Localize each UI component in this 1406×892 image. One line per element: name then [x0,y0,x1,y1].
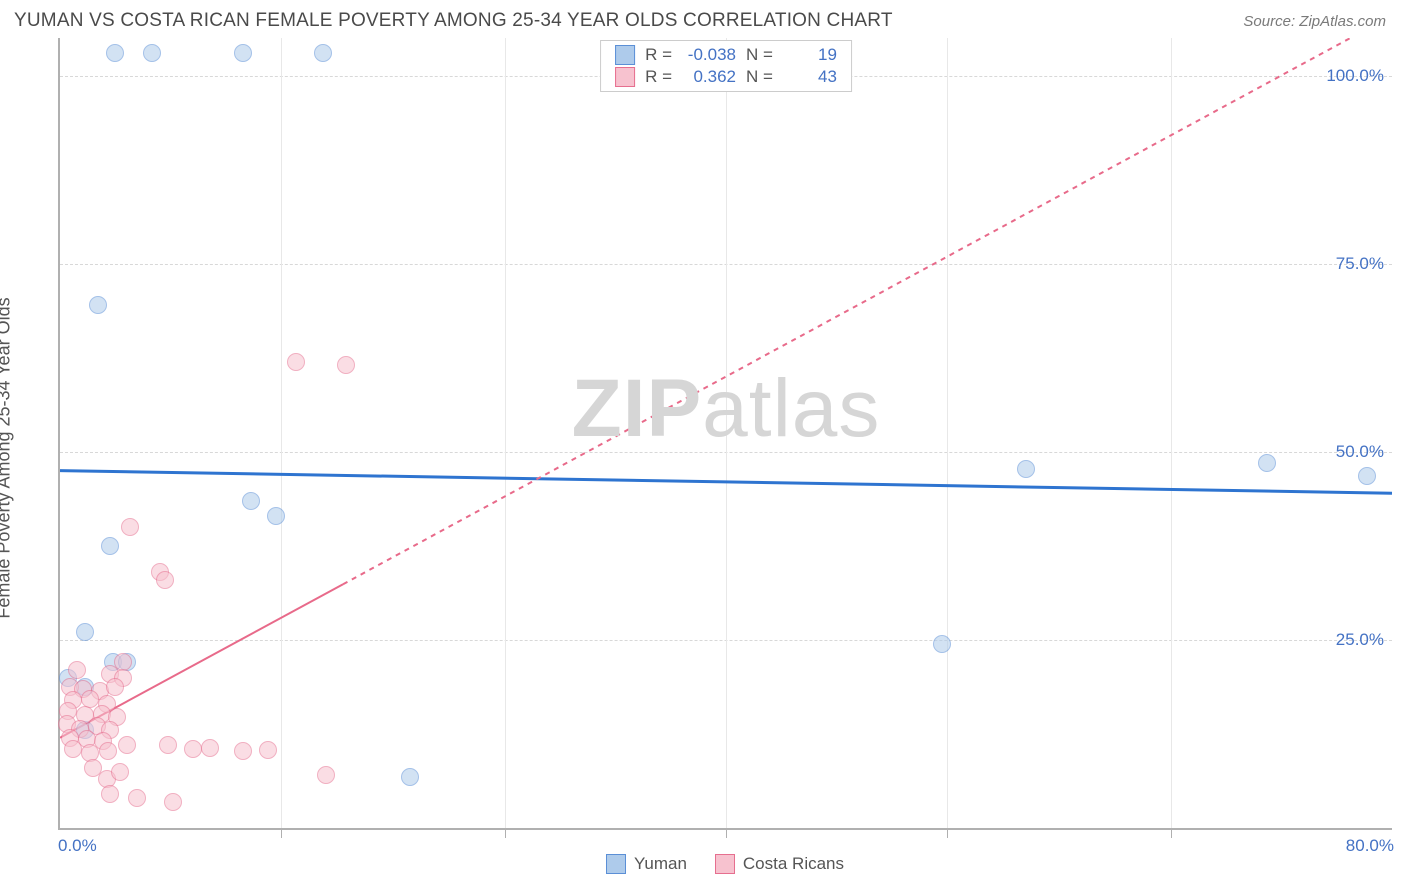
data-point [234,742,252,760]
legend-label-yuman: Yuman [634,854,687,874]
gridline-v [505,38,506,828]
n-label: N = [746,67,773,87]
data-point [64,740,82,758]
data-point [1358,467,1376,485]
legend-item-cr: Costa Ricans [715,854,844,874]
data-point [267,507,285,525]
x-tick [1171,828,1172,838]
data-point [128,789,146,807]
correlation-legend: R = -0.038 N = 19 R = 0.362 N = 43 [600,40,852,92]
r-label: R = [645,45,672,65]
gridline-v [947,38,948,828]
data-point [159,736,177,754]
data-point [101,785,119,803]
y-tick-label: 50.0% [1336,442,1384,462]
data-point [234,44,252,62]
watermark-light: atlas [702,363,880,454]
data-point [184,740,202,758]
r-label: R = [645,67,672,87]
data-point [106,44,124,62]
chart-area: Female Poverty Among 25-34 Year Olds ZIP… [14,38,1392,878]
data-point [118,736,136,754]
y-tick-label: 75.0% [1336,254,1384,274]
swatch-cr-top [615,67,635,87]
data-point [314,44,332,62]
swatch-yuman [606,854,626,874]
data-point [76,623,94,641]
source-attr: Source: ZipAtlas.com [1243,13,1386,30]
data-point [121,518,139,536]
data-point [337,356,355,374]
data-point [933,635,951,653]
y-tick-label: 25.0% [1336,630,1384,650]
legend-label-cr: Costa Ricans [743,854,844,874]
gridline-v [281,38,282,828]
x-tick [281,828,282,838]
data-point [317,766,335,784]
watermark-bold: ZIP [572,363,703,454]
data-point [1258,454,1276,472]
header: YUMAN VS COSTA RICAN FEMALE POVERTY AMON… [0,0,1406,38]
trend-line-dashed [343,38,1350,584]
x-tick [505,828,506,838]
data-point [259,741,277,759]
n-value-yuman: 19 [783,45,837,65]
x-tick [726,828,727,838]
data-point [89,296,107,314]
data-point [68,661,86,679]
data-point [111,763,129,781]
n-value-cr: 43 [783,67,837,87]
legend-item-yuman: Yuman [606,854,687,874]
x-tick [947,828,948,838]
data-point [101,537,119,555]
gridline-v [1171,38,1172,828]
data-point [201,739,219,757]
data-point [156,571,174,589]
r-value-yuman: -0.038 [682,45,736,65]
data-point [143,44,161,62]
data-point [99,742,117,760]
source-prefix: Source: [1243,13,1295,30]
n-label: N = [746,45,773,65]
r-value-cr: 0.362 [682,67,736,87]
source-name: ZipAtlas.com [1299,13,1386,30]
y-axis-label: Female Poverty Among 25-34 Year Olds [0,297,15,618]
x-tick-label: 80.0% [1346,836,1394,856]
x-tick-label: 0.0% [58,836,97,856]
gridline-v [726,38,727,828]
y-tick-label: 100.0% [1326,66,1384,86]
swatch-yuman-top [615,45,635,65]
chart-title: YUMAN VS COSTA RICAN FEMALE POVERTY AMON… [14,10,893,32]
data-point [106,678,124,696]
data-point [287,353,305,371]
data-point [164,793,182,811]
data-point [1017,460,1035,478]
data-point [401,768,419,786]
data-point [242,492,260,510]
series-legend: Yuman Costa Ricans [58,854,1392,874]
swatch-cr [715,854,735,874]
plot-region: ZIPatlas R = -0.038 N = 19 R = 0.362 N =… [58,38,1392,830]
